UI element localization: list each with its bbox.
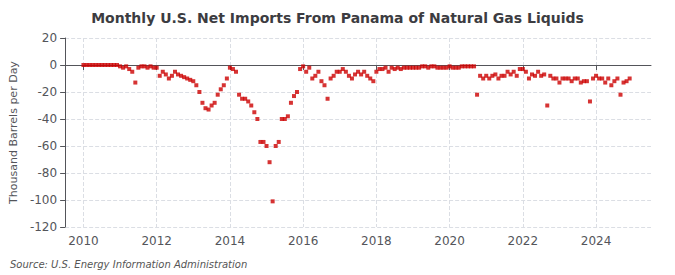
svg-text:2012: 2012: [141, 234, 172, 248]
svg-text:Monthly U.S. Net Imports From: Monthly U.S. Net Imports From Panama of …: [91, 10, 584, 26]
svg-text:-80: -80: [38, 166, 58, 180]
svg-text:2022: 2022: [508, 234, 539, 248]
svg-text:2018: 2018: [361, 234, 392, 248]
svg-text:2024: 2024: [581, 234, 612, 248]
svg-text:-100: -100: [30, 193, 57, 207]
svg-text:2020: 2020: [434, 234, 465, 248]
svg-text:-20: -20: [38, 85, 58, 99]
svg-text:0: 0: [49, 58, 57, 72]
svg-text:20: 20: [42, 31, 57, 45]
svg-text:2014: 2014: [215, 234, 246, 248]
svg-text:-120: -120: [30, 220, 57, 234]
svg-text:2016: 2016: [288, 234, 319, 248]
svg-text:-60: -60: [38, 139, 58, 153]
svg-text:2010: 2010: [68, 234, 99, 248]
svg-text:Source: U.S. Energy Informatio: Source: U.S. Energy Information Administ…: [10, 259, 247, 270]
svg-text:Thousand Barrels per Day: Thousand Barrels per Day: [7, 61, 20, 205]
svg-text:-40: -40: [38, 112, 58, 126]
